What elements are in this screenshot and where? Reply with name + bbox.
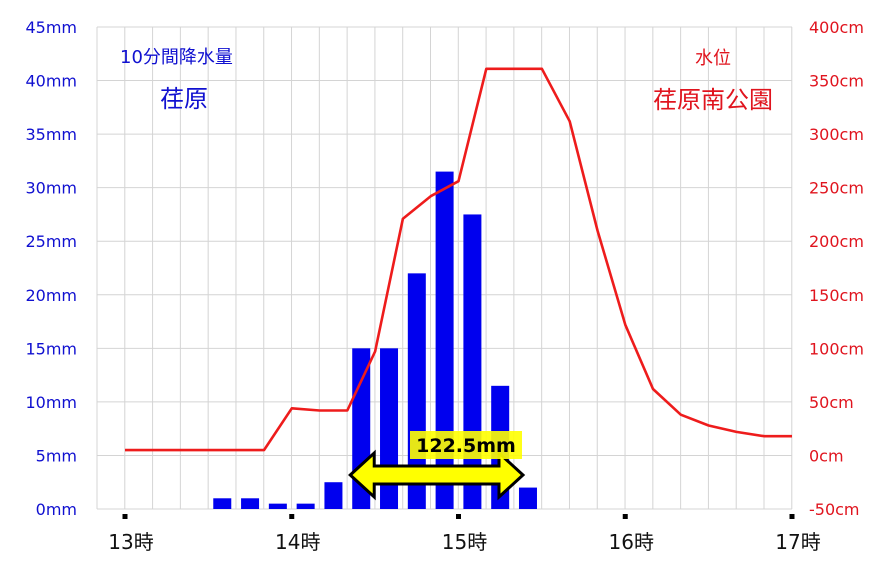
x-tick-label: 16時 bbox=[609, 530, 654, 554]
water-level-line bbox=[125, 67, 792, 452]
y-right-tick-label: 150cm bbox=[809, 286, 864, 305]
level-station-label: 荏原南公園 bbox=[653, 86, 773, 114]
rain-bar bbox=[435, 171, 454, 509]
x-tick-mark bbox=[122, 514, 128, 519]
x-axis-ticks: 13時 14時 15時 16時 17時 bbox=[108, 514, 821, 554]
y-left-tick-label: 20mm bbox=[25, 286, 77, 305]
total-rainfall-label-box bbox=[410, 431, 522, 459]
x-tick-label: 17時 bbox=[775, 530, 820, 554]
rain-station-label: 荏原 bbox=[160, 85, 208, 113]
rain-bar bbox=[213, 498, 232, 509]
y-left-tick-label: 5mm bbox=[36, 446, 77, 465]
y-right-tick-label: 100cm bbox=[809, 339, 864, 358]
x-tick-mark bbox=[456, 514, 461, 519]
y-left-tick-label: 30mm bbox=[25, 179, 77, 198]
rain-series-label: 10分間降水量 bbox=[120, 47, 233, 68]
rain-bar bbox=[518, 487, 537, 509]
y-left-tick-label: 10mm bbox=[25, 393, 77, 412]
y-right-tick-label: 400cm bbox=[809, 18, 864, 37]
x-tick-mark bbox=[789, 514, 795, 519]
y-left-tick-label: 15mm bbox=[25, 339, 77, 358]
double-arrow-shape bbox=[348, 449, 526, 501]
y-left-tick-label: 0mm bbox=[36, 500, 77, 519]
y-right-tick-label: 300cm bbox=[809, 125, 864, 144]
level-series-label: 水位 bbox=[695, 48, 731, 69]
x-tick-label: 13時 bbox=[108, 530, 153, 554]
rain-bar bbox=[324, 482, 343, 509]
y-left-tick-label: 40mm bbox=[25, 72, 77, 91]
rain-bar bbox=[241, 498, 260, 509]
x-tick-label: 14時 bbox=[275, 530, 320, 554]
y-right-tick-label: 250cm bbox=[809, 179, 864, 198]
rain-bar bbox=[268, 503, 287, 509]
x-tick-label: 15時 bbox=[442, 530, 487, 554]
left-axis-ticks: 0mm 5mm 10mm 15mm 20mm 25mm 30mm 35mm 40mm 45mm bbox=[25, 18, 77, 519]
y-right-tick-label: 0cm bbox=[809, 446, 844, 465]
y-left-tick-label: 45mm bbox=[25, 18, 77, 37]
right-axis-ticks: -50cm 0cm 50cm 100cm 150cm 200cm 250cm 300cm 350… bbox=[809, 18, 864, 519]
y-left-tick-label: 35mm bbox=[25, 125, 77, 144]
rain-bar bbox=[296, 503, 315, 509]
total-rainfall-arrow bbox=[348, 449, 526, 501]
x-tick-mark bbox=[622, 514, 628, 519]
y-right-tick-label: 200cm bbox=[809, 232, 864, 251]
y-right-tick-label: 350cm bbox=[809, 72, 864, 91]
total-rainfall-label: 122.5mm bbox=[416, 435, 516, 457]
y-left-tick-label: 25mm bbox=[25, 232, 77, 251]
y-right-tick-label: -50cm bbox=[809, 500, 860, 519]
y-right-tick-label: 50cm bbox=[809, 393, 854, 412]
x-tick-mark bbox=[289, 514, 295, 519]
